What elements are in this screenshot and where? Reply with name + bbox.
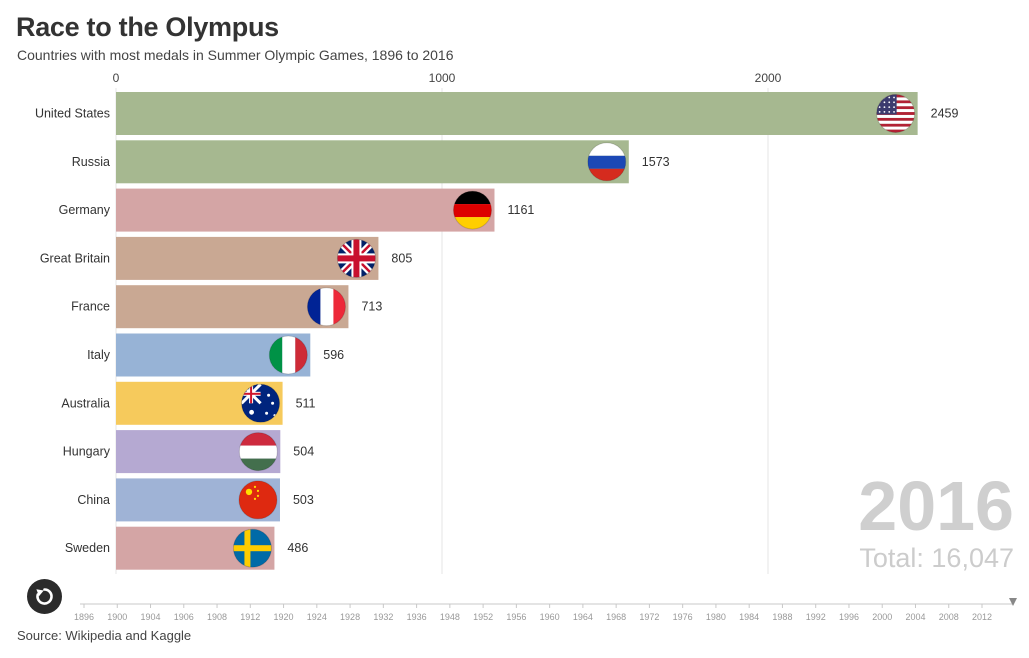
- timeline-year-label[interactable]: 1976: [673, 612, 693, 622]
- timeline-year-label[interactable]: 1936: [407, 612, 427, 622]
- australia-flag-icon: [241, 383, 281, 423]
- value-label: 596: [323, 348, 344, 362]
- sweden-flag-icon: [232, 528, 272, 568]
- value-label: 805: [391, 251, 412, 265]
- germany-flag-icon: [452, 190, 492, 230]
- france-flag-icon: [306, 287, 346, 327]
- timeline-year-label[interactable]: 1996: [839, 612, 859, 622]
- bar: [116, 236, 379, 280]
- value-label: 503: [293, 493, 314, 507]
- china-flag-icon: [238, 480, 278, 520]
- category-label: France: [71, 300, 110, 314]
- timeline-year-label[interactable]: 1908: [207, 612, 227, 622]
- timeline-year-label[interactable]: 1956: [506, 612, 526, 622]
- timeline-year-label[interactable]: 1992: [806, 612, 826, 622]
- timeline-year-label[interactable]: 1948: [440, 612, 460, 622]
- great-britain-flag-icon: [336, 238, 376, 278]
- x-tick-label: 1000: [429, 71, 456, 85]
- timeline-year-label[interactable]: 1900: [107, 612, 127, 622]
- category-label: Russia: [72, 155, 110, 169]
- value-label: 504: [293, 445, 314, 459]
- timeline-year-label[interactable]: 1968: [606, 612, 626, 622]
- timeline-year-label[interactable]: 2000: [872, 612, 892, 622]
- value-label: 486: [287, 541, 308, 555]
- x-tick-label: 2000: [755, 71, 782, 85]
- chart-title: Race to the Olympus: [16, 12, 279, 42]
- category-label: Sweden: [65, 541, 110, 555]
- timeline-year-label[interactable]: 1928: [340, 612, 360, 622]
- timeline-year-label[interactable]: 1920: [274, 612, 294, 622]
- bar: [116, 188, 495, 232]
- usa-flag-icon: [876, 94, 916, 133]
- timeline-year-label[interactable]: 1904: [141, 612, 161, 622]
- category-label: Hungary: [63, 445, 111, 459]
- timeline-year-label[interactable]: 1906: [174, 612, 194, 622]
- category-label: China: [77, 493, 110, 507]
- category-label: Australia: [61, 396, 110, 410]
- timeline-year-label[interactable]: 1964: [573, 612, 593, 622]
- value-label: 2459: [931, 107, 959, 121]
- source-note: Source: Wikipedia and Kaggle: [17, 628, 192, 643]
- chart-subtitle: Countries with most medals in Summer Oly…: [17, 47, 454, 63]
- timeline-year-label[interactable]: 1984: [739, 612, 759, 622]
- category-label: United States: [35, 107, 110, 121]
- russia-flag-icon: [587, 142, 627, 182]
- category-label: Italy: [87, 348, 111, 362]
- replay-icon: [36, 588, 53, 605]
- timeline-year-label[interactable]: 1924: [307, 612, 327, 622]
- current-year: 2016: [858, 467, 1014, 545]
- timeline-year-label[interactable]: 1988: [772, 612, 792, 622]
- replay-button[interactable]: [27, 579, 62, 614]
- bar: [116, 92, 918, 135]
- timeline-year-label[interactable]: 1960: [540, 612, 560, 622]
- timeline-year-label[interactable]: 1980: [706, 612, 726, 622]
- timeline-year-label[interactable]: 1912: [240, 612, 260, 622]
- slider-handle-icon[interactable]: [1009, 598, 1017, 606]
- value-label: 713: [361, 300, 382, 314]
- bar: [116, 140, 629, 184]
- total-label: Total: 16,047: [859, 543, 1014, 573]
- timeline-year-label[interactable]: 2008: [939, 612, 959, 622]
- hungary-flag-icon: [238, 432, 278, 472]
- value-label: 1161: [507, 203, 534, 217]
- timeline-year-label[interactable]: 1952: [473, 612, 493, 622]
- timeline-year-label[interactable]: 1972: [639, 612, 659, 622]
- category-label: Great Britain: [40, 251, 110, 265]
- value-label: 1573: [642, 155, 670, 169]
- x-tick-label: 0: [113, 71, 120, 85]
- timeline-year-label[interactable]: 1896: [74, 612, 94, 622]
- italy-flag-icon: [268, 335, 308, 375]
- timeline-year-label[interactable]: 1932: [373, 612, 393, 622]
- timeline-year-label[interactable]: 2004: [905, 612, 925, 622]
- category-label: Germany: [59, 203, 111, 217]
- timeline-year-label[interactable]: 2012: [972, 612, 992, 622]
- value-label: 511: [296, 396, 316, 410]
